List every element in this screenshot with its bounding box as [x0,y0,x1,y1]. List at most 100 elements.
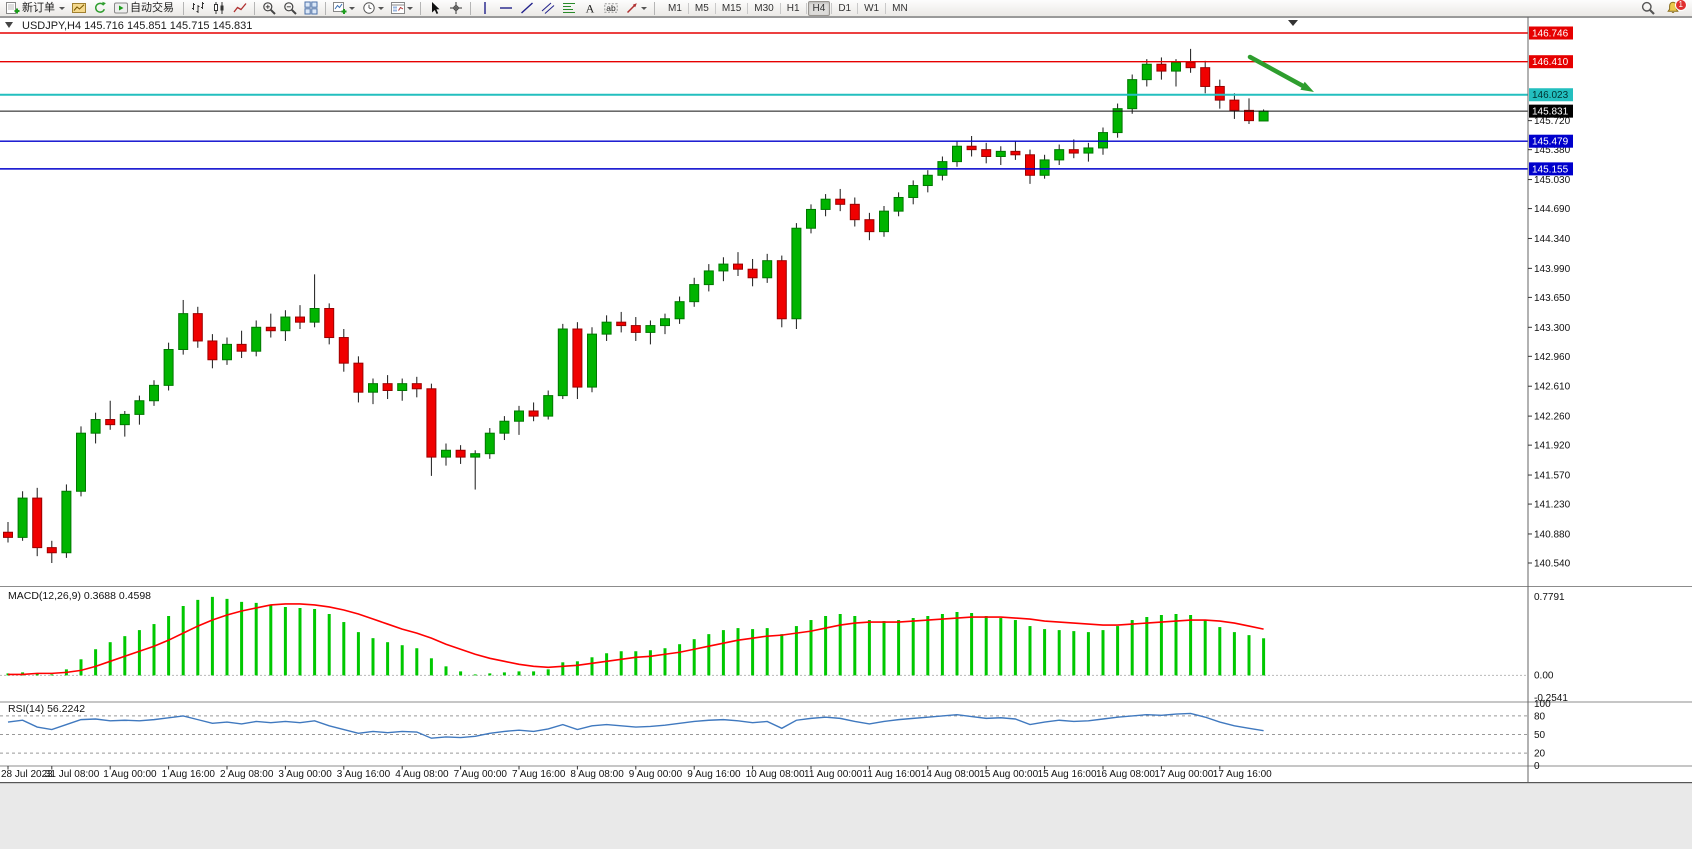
tf-mn[interactable]: MN [892,2,908,14]
channel-button[interactable] [538,0,558,17]
rsi-axis-label: 50 [1534,730,1546,741]
time-axis[interactable] [7,766,1221,770]
bar-chart-button[interactable] [188,0,208,17]
time-axis-label: 10 Aug 08:00 [746,769,805,780]
chart-canvas[interactable]: 145.720 145.380 145.030 144.690 144.340 143.9… [0,17,1692,849]
candle-body [1054,149,1065,161]
market-watch-icon [72,1,86,15]
macd-label: MACD(12,26,9) 0.3688 0.4598 [8,590,151,602]
separator [857,2,859,14]
candle-body [630,325,641,333]
cursor-button[interactable] [425,0,445,17]
cursor-icon [428,1,442,15]
candle-body [674,301,685,320]
candle-body [1025,154,1035,176]
macd-panel[interactable] [0,587,1528,703]
tf-m15[interactable]: M15 [721,2,742,14]
tf-d1[interactable]: D1 [838,2,852,14]
trendline-button[interactable] [517,0,537,17]
candle-body [995,150,1006,157]
price-tag-label: 145.155 [1532,164,1569,175]
tf-h1[interactable]: H1 [786,2,800,14]
annotation-arrow[interactable] [1247,54,1306,89]
arrows-button[interactable] [622,0,650,17]
text-button[interactable]: A [580,0,600,17]
price-tick-label: 143.650 [1534,293,1571,304]
candle-body [1200,67,1211,87]
horizontal-line-button[interactable] [496,0,516,17]
time-axis-label: 9 Aug 16:00 [687,769,741,780]
autotrading-button[interactable]: 自动交易 [111,0,179,17]
fibonacci-button[interactable] [559,0,579,17]
candle-body [514,410,524,422]
zoom-out-button[interactable] [280,0,300,17]
crosshair-button[interactable] [446,0,466,17]
candlestick-chart-button[interactable] [209,0,229,17]
candle-body [1068,149,1079,154]
zoom-in-icon [262,1,276,15]
trendline-icon [520,1,534,15]
price-tick-label: 141.570 [1534,471,1571,482]
rsi-axis-label: 0 [1534,761,1540,772]
search-button[interactable] [1638,0,1658,17]
rsi-axis-label: 80 [1534,711,1546,722]
candle-body [17,497,28,538]
candle-body [908,185,919,198]
price-tag-label: 146.410 [1532,57,1569,68]
candle-body [426,388,437,458]
candlestick-series [3,48,1269,563]
market-watch-button[interactable] [69,0,89,17]
notifications-button[interactable]: 1 [1663,0,1687,17]
candle-body [689,284,700,303]
price-tick-label: 142.960 [1534,352,1571,363]
tf-m30[interactable]: M30 [754,2,774,14]
candle-body [1185,62,1196,69]
tf-m1[interactable]: M1 [668,2,682,14]
price-chart-area[interactable] [0,17,1528,587]
rsi-panel[interactable] [0,702,1528,766]
time-axis-label: 17 Aug 00:00 [1154,769,1213,780]
ohlc-bars-icon [191,1,205,15]
price-tick-label: 141.920 [1534,441,1571,452]
clock-icon [362,1,376,15]
tf-h4[interactable]: H4 [807,0,831,16]
time-axis-label: 3 Aug 00:00 [278,769,332,780]
tf-w1[interactable]: W1 [864,2,880,14]
candle-body [251,326,262,352]
candle-body [119,413,130,426]
toolbar-right: 1 [1638,0,1687,17]
chart-title: USDJPY,H4 145.716 145.851 145.715 145.83… [22,20,252,32]
vertical-line-button[interactable] [475,0,495,17]
macd-histogram [6,596,1266,676]
candle-body [616,321,627,327]
tile-windows-icon [304,1,318,15]
candle-body [178,313,189,350]
new-chart-button[interactable] [330,0,358,17]
tf-m5[interactable]: M5 [694,2,709,14]
template-button[interactable] [388,0,416,17]
candle-body [236,343,247,352]
new-order-button[interactable]: 新订单 [3,0,68,17]
chevron-down-icon[interactable] [5,22,13,28]
time-axis-label: 3 Aug 16:00 [337,769,391,780]
price-scale[interactable] [1528,17,1692,783]
candle-body [32,497,43,549]
zoom-out-icon [283,1,297,15]
time-axis-label: 15 Aug 16:00 [1038,769,1097,780]
text-label-icon: ab [604,1,618,15]
text-label-button[interactable]: ab [601,0,621,17]
arrow-tool-icon [625,1,639,15]
tile-windows-button[interactable] [301,0,321,17]
period-button[interactable] [359,0,387,17]
refresh-button[interactable] [90,0,110,17]
bottom-area [0,783,1692,849]
toolbar: 新订单 自动交易 A ab M1 [0,0,1692,17]
candle-body [587,333,597,388]
chart-shift-marker[interactable] [1288,20,1298,26]
zoom-in-button[interactable] [259,0,279,17]
search-icon [1641,1,1655,15]
line-chart-button[interactable] [230,0,250,17]
horizontal-line-icon [499,1,513,15]
candle-body [61,490,72,554]
vertical-line-icon [478,1,492,15]
